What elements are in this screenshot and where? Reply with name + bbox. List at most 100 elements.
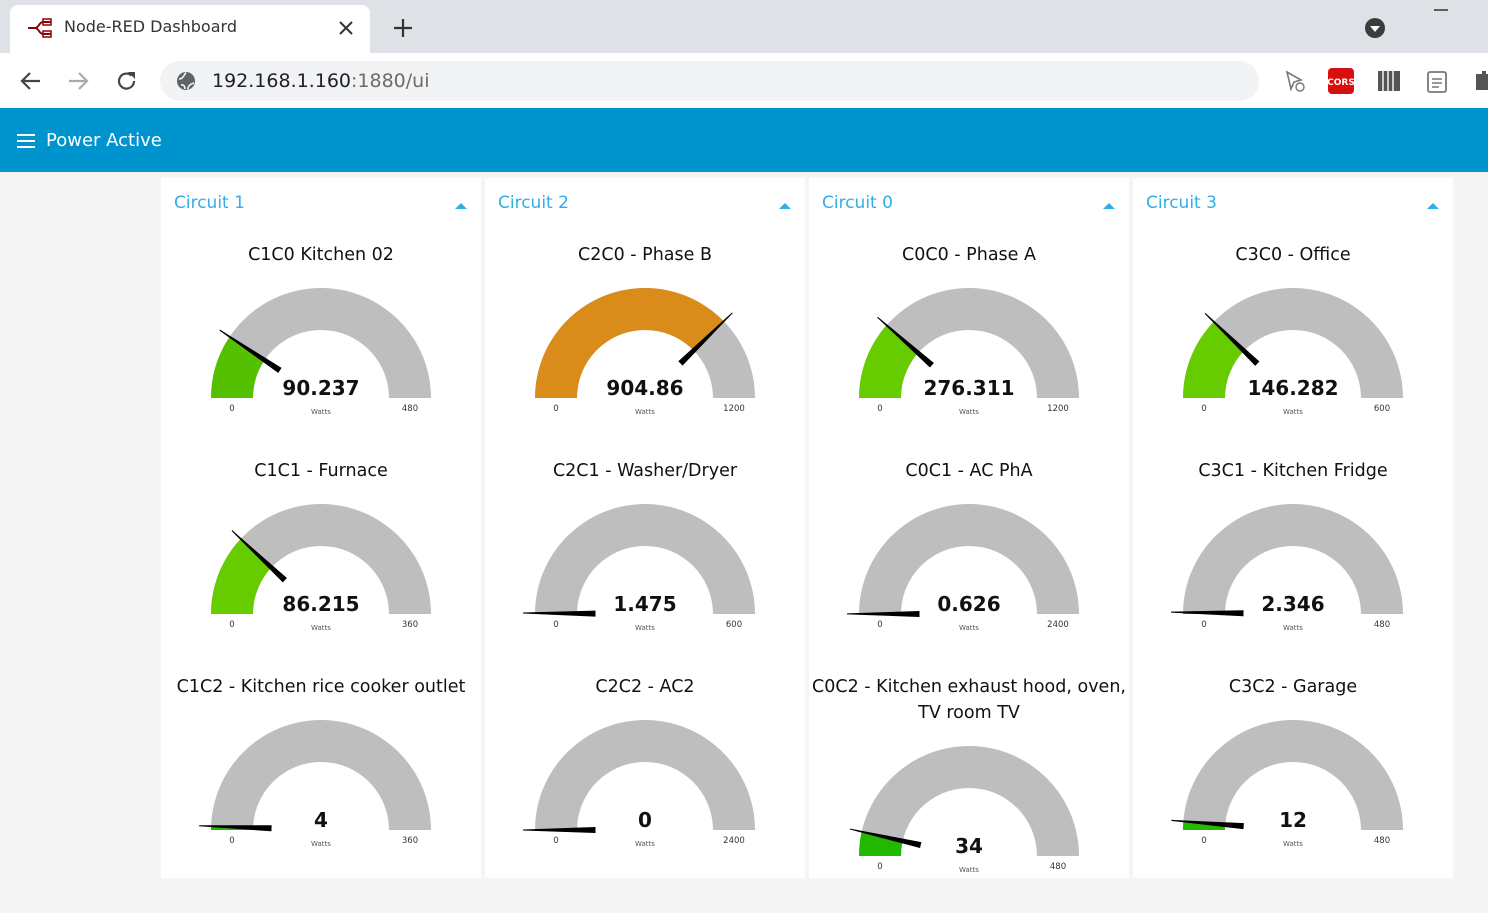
gauge-units: Watts: [635, 840, 655, 848]
gauge-fill: [535, 288, 724, 398]
extension[interactable]: [1425, 68, 1449, 94]
url-rest: :1880/ui: [351, 70, 430, 92]
collapse-button[interactable]: [1426, 201, 1440, 211]
gauge-title: C1C1 - Furnace: [254, 461, 388, 481]
tab-search[interactable]: [1364, 17, 1386, 39]
gauge-graphic: 1.475 Watts 0 600: [522, 504, 755, 632]
gauge-needle: [1171, 819, 1244, 830]
gauge-value: 0: [638, 808, 652, 832]
gauge-max: 480: [1050, 862, 1066, 872]
toolbar: 192.168.1.160:1880/ui CORS: [0, 53, 1488, 108]
gauge-title: C2C1 - Washer/Dryer: [552, 461, 738, 481]
gauge-fill: [859, 325, 919, 398]
minimize[interactable]: [1432, 4, 1450, 14]
tab-bar: Node-RED Dashboard: [0, 0, 1488, 53]
extension[interactable]: [1376, 68, 1402, 94]
back[interactable]: [19, 69, 43, 93]
cors-label: CORS: [1328, 78, 1354, 88]
gauge-max: 600: [726, 620, 742, 630]
gauge-title: C0C0 - Phase A: [902, 245, 1036, 265]
gauge-units: Watts: [959, 624, 979, 632]
tab[interactable]: Node-RED Dashboard: [10, 5, 370, 53]
gauge-value: 146.282: [1247, 376, 1338, 400]
gauge-units: Watts: [311, 840, 331, 848]
gauge-graphic: 0 Watts 0 2400: [522, 720, 755, 848]
gauge-units: Watts: [1283, 840, 1303, 848]
gauge-title: C0C1 - AC PhA: [905, 461, 1033, 481]
new-tab[interactable]: [392, 17, 414, 39]
gauge-title: C3C0 - Office: [1235, 245, 1351, 265]
collapse-button[interactable]: [454, 201, 468, 211]
forward[interactable]: [66, 69, 90, 93]
gauge-track: [211, 504, 431, 614]
site-info[interactable]: [176, 71, 196, 91]
gauge-max: 2400: [723, 836, 745, 846]
gauge-units: Watts: [635, 408, 655, 416]
gauge-title: C0C2 - Kitchen exhaust hood, oven, TV ro…: [812, 677, 1126, 723]
gauge-value: 4: [314, 808, 328, 832]
gauge-needle: [522, 610, 596, 617]
gauge-track: [535, 504, 755, 614]
gauge-units: Watts: [1283, 408, 1303, 416]
gauge-value: 2.346: [1261, 592, 1324, 616]
gauge-graphic: 90.237 Watts 0 480: [211, 288, 431, 416]
gauge-graphic: 2.346 Watts 0 480: [1170, 504, 1403, 632]
gauge-min: 0: [1201, 620, 1206, 630]
reload[interactable]: [115, 69, 139, 93]
cors-extension[interactable]: CORS: [1328, 68, 1354, 94]
gauge-title: C3C1 - Kitchen Fridge: [1198, 461, 1388, 481]
gauge: C3C0 - Office 146.282 Watts 0 600: [1133, 230, 1453, 446]
gauge: C1C1 - Furnace 86.215 Watts 0 360: [161, 446, 481, 662]
extensions[interactable]: [1472, 68, 1488, 94]
gauge-min: 0: [229, 620, 234, 630]
tab-title: Node-RED Dashboard: [64, 17, 237, 36]
gauge-max: 480: [1374, 836, 1390, 846]
gauge: C0C0 - Phase A 276.311 Watts 0 1200: [809, 230, 1129, 446]
gauge: C3C1 - Kitchen Fridge 2.346 Watts 0 480: [1133, 446, 1453, 662]
gauge-min: 0: [877, 404, 882, 414]
extension[interactable]: [1283, 69, 1307, 93]
gauge-graphic: 86.215 Watts 0 360: [211, 504, 431, 632]
gauge-graphic: 4 Watts 0 360: [199, 720, 431, 848]
gauge-units: Watts: [959, 866, 979, 874]
collapse-button[interactable]: [1102, 201, 1116, 211]
gauge-needle: [1204, 313, 1260, 366]
gauge-graphic: 34 Watts 0 480: [849, 746, 1079, 874]
gauge-needle: [522, 826, 596, 834]
gauge-max: 2400: [1047, 620, 1069, 630]
gauge-min: 0: [229, 836, 234, 846]
group-title: Circuit 1: [174, 193, 245, 213]
collapse-icon: [1103, 203, 1115, 209]
gauge-track: [211, 720, 431, 830]
url: 192.168.1.160:1880/ui: [212, 70, 430, 92]
dashboard-title: Power Active: [46, 130, 162, 151]
gauge-graphic: 904.86 Watts 0 1200: [535, 288, 755, 416]
collapse-icon: [455, 203, 467, 209]
group: Circuit 0 C0C0 - Phase A 276.311 Watts 0 1200…: [809, 178, 1129, 878]
gauge: C2C1 - Washer/Dryer 1.475 Watts 0 600: [485, 446, 805, 662]
gauge-fill: [859, 831, 903, 856]
gauge: C0C2 - Kitchen exhaust hood, oven, TV ro…: [809, 662, 1129, 878]
tab-close[interactable]: [338, 20, 354, 36]
gauge: C1C2 - Kitchen rice cooker outlet 4 Watts 0…: [161, 662, 481, 878]
gauge-title: C3C2 - Garage: [1228, 677, 1358, 697]
collapse-button[interactable]: [778, 201, 792, 211]
gauge: C0C1 - AC PhA 0.626 Watts 0 2400: [809, 446, 1129, 662]
gauge-max: 360: [402, 836, 418, 846]
gauge-title: C1C2 - Kitchen rice cooker outlet: [176, 677, 466, 697]
address-bar[interactable]: 192.168.1.160:1880/ui: [160, 61, 1259, 101]
gauge-track: [859, 288, 1079, 398]
gauge-graphic: 276.311 Watts 0 1200: [859, 288, 1079, 416]
gauge-max: 600: [1374, 404, 1390, 414]
gauge: C2C0 - Phase B 904.86 Watts 0 1200: [485, 230, 805, 446]
menu-button[interactable]: [16, 133, 36, 149]
gauge-value: 12: [1279, 808, 1307, 832]
gauge-track: [1183, 288, 1403, 398]
gauge-min: 0: [553, 620, 558, 630]
gauge-value: 1.475: [613, 592, 676, 616]
gauge-track: [859, 746, 1079, 856]
collapse-icon: [1427, 203, 1439, 209]
gauge-units: Watts: [311, 408, 331, 416]
gauge-units: Watts: [959, 408, 979, 416]
